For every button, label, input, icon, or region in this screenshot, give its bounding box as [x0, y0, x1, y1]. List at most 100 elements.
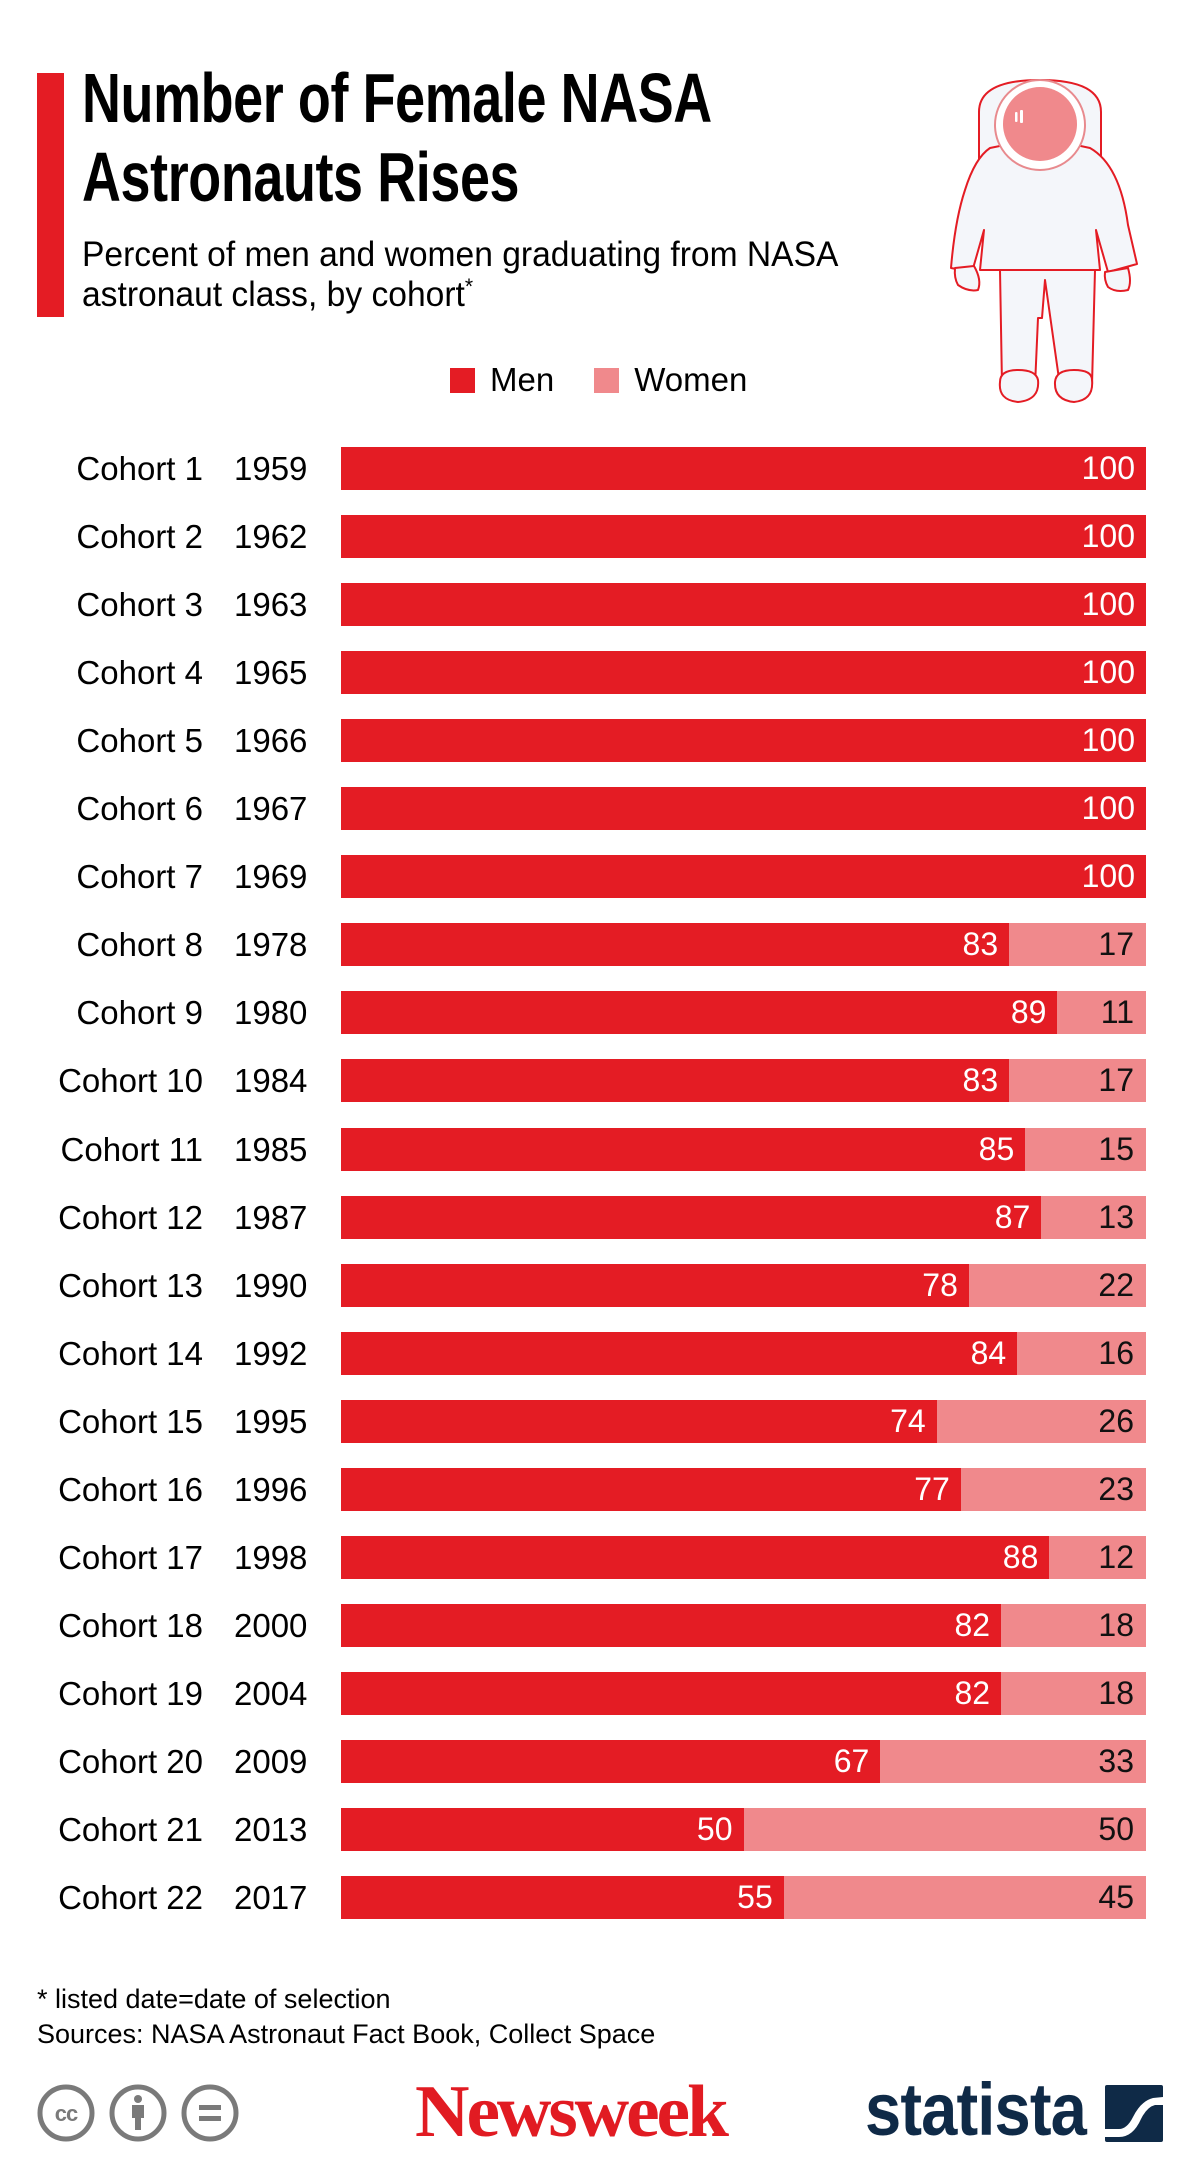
table-row: Cohort 2 1962 100	[0, 515, 1200, 559]
stacked-bar: 85 15	[341, 1127, 1146, 1171]
bar-segment-women[interactable]: 22	[968, 1263, 1146, 1307]
statista-logo-icon[interactable]	[1105, 2085, 1163, 2142]
year-label: 1962	[234, 518, 308, 556]
value-label-women: 17	[1098, 926, 1134, 963]
value-label-men: 67	[833, 1742, 870, 1779]
cc-icon[interactable]: cc	[37, 2084, 95, 2142]
bar-segment-men[interactable]: 87	[341, 1195, 1042, 1239]
value-label-women: 12	[1098, 1538, 1134, 1575]
table-row: Cohort 18 2000 82 18	[0, 1603, 1200, 1647]
value-label-men: 82	[954, 1606, 991, 1643]
year-label: 1959	[234, 450, 308, 487]
table-row: Cohort 9 1980 89 11	[0, 991, 1200, 1035]
cohort-label: Cohort 9	[76, 994, 203, 1032]
bar-segment-men[interactable]: 88	[341, 1535, 1050, 1579]
bar-segment-men[interactable]: 78	[341, 1263, 969, 1307]
bar-segment-women[interactable]: 15	[1025, 1127, 1146, 1171]
bar-segment-men[interactable]: 100	[341, 855, 1146, 899]
bar-segment-women[interactable]: 45	[783, 1876, 1146, 1920]
bar-segment-men[interactable]: 100	[341, 447, 1146, 490]
year-label: 1966	[234, 722, 308, 760]
bar-segment-men[interactable]: 83	[341, 1059, 1010, 1103]
table-row: Cohort 3 1963 100	[0, 583, 1200, 627]
bar-segment-women[interactable]: 12	[1049, 1535, 1146, 1579]
cohort-label: Cohort 20	[58, 1742, 203, 1780]
cohort-label: Cohort 10	[58, 1062, 203, 1100]
footnote-sources: Sources: NASA Astronaut Fact Book, Colle…	[37, 2019, 656, 2049]
statista-wordmark[interactable]: statista	[865, 2068, 1087, 2151]
no-derivatives-icon[interactable]	[181, 2084, 239, 2142]
value-label-men: 82	[954, 1674, 991, 1711]
bar-segment-women[interactable]: 50	[743, 1808, 1146, 1851]
table-row: Cohort 14 1992 84 16	[0, 1331, 1200, 1375]
bar-segment-men[interactable]: 83	[341, 923, 1010, 967]
stacked-bar: 67 33	[341, 1739, 1146, 1783]
bar-segment-men[interactable]: 82	[341, 1603, 1002, 1647]
value-label-women: 18	[1098, 1606, 1134, 1643]
bar-segment-men[interactable]: 100	[341, 787, 1146, 831]
value-label-men: 100	[1081, 790, 1135, 827]
bar-segment-men[interactable]: 100	[341, 651, 1146, 695]
bar-segment-women[interactable]: 17	[1009, 1059, 1146, 1103]
value-label-men: 89	[1010, 994, 1047, 1031]
table-row: Cohort 21 2013 50 50	[0, 1808, 1200, 1851]
cohort-label: Cohort 8	[76, 926, 203, 964]
bar-segment-men[interactable]: 67	[341, 1739, 881, 1783]
bar-segment-women[interactable]: 26	[936, 1399, 1146, 1443]
cohort-label: Cohort 1	[76, 450, 203, 487]
cohort-label: Cohort 17	[58, 1538, 203, 1576]
bar-segment-men[interactable]: 100	[341, 515, 1146, 559]
bar-segment-men[interactable]: 89	[341, 991, 1058, 1035]
footnote-date: * listed date=date of selection	[37, 1984, 391, 2014]
bar-segment-men[interactable]: 77	[341, 1467, 961, 1511]
table-row: Cohort 12 1987 87 13	[0, 1195, 1200, 1239]
stacked-bar: 77 23	[341, 1467, 1146, 1511]
bar-segment-women[interactable]: 18	[1001, 1671, 1146, 1715]
table-row: Cohort 22 2017 55 45	[0, 1876, 1200, 1920]
value-label-men: 100	[1081, 654, 1135, 691]
stacked-bar: 100	[341, 719, 1146, 763]
bar-segment-women[interactable]: 18	[1001, 1603, 1146, 1647]
stacked-bar: 55 45	[341, 1876, 1146, 1920]
year-label: 1998	[234, 1538, 308, 1576]
bar-segment-women[interactable]: 11	[1057, 991, 1146, 1035]
attribution-icon[interactable]	[109, 2084, 167, 2142]
value-label-women: 45	[1098, 1879, 1134, 1916]
bar-segment-women[interactable]: 16	[1017, 1331, 1146, 1375]
legend-swatch-men	[450, 367, 475, 393]
bar-segment-men[interactable]: 55	[341, 1876, 784, 1920]
year-label: 1985	[234, 1130, 308, 1168]
table-row: Cohort 8 1978 83 17	[0, 923, 1200, 967]
value-label-women: 11	[1100, 994, 1134, 1031]
license-icons: cc	[37, 2084, 253, 2142]
stacked-bar: 78 22	[341, 1263, 1146, 1307]
table-row: Cohort 4 1965 100	[0, 651, 1200, 695]
bar-segment-men[interactable]: 100	[341, 583, 1146, 627]
bar-segment-women[interactable]: 23	[960, 1467, 1146, 1511]
year-label: 1969	[234, 858, 308, 896]
value-label-women: 17	[1098, 1062, 1134, 1099]
newsweek-logo[interactable]: Newsweek	[415, 2071, 729, 2153]
value-label-women: 18	[1098, 1674, 1134, 1711]
cohort-label: Cohort 16	[58, 1470, 203, 1508]
stacked-bar: 87 13	[341, 1195, 1146, 1239]
bar-segment-women[interactable]: 33	[880, 1739, 1146, 1783]
table-row: Cohort 20 2009 67 33	[0, 1739, 1200, 1783]
table-row: Cohort 15 1995 74 26	[0, 1399, 1200, 1443]
value-label-women: 16	[1098, 1334, 1134, 1371]
bar-segment-men[interactable]: 84	[341, 1331, 1018, 1375]
bar-segment-men[interactable]: 100	[341, 719, 1146, 763]
value-label-men: 100	[1081, 586, 1135, 623]
bar-segment-men[interactable]: 74	[341, 1399, 937, 1443]
stacked-bar: 83 17	[341, 923, 1146, 967]
stacked-bar: 100	[341, 583, 1146, 627]
value-label-men: 100	[1081, 518, 1135, 555]
cohort-label: Cohort 12	[58, 1198, 203, 1236]
bar-segment-men[interactable]: 85	[341, 1127, 1026, 1171]
bar-segment-women[interactable]: 13	[1041, 1195, 1146, 1239]
table-row: Cohort 11 1985 85 15	[0, 1127, 1200, 1171]
bar-segment-men[interactable]: 50	[341, 1808, 744, 1851]
cohort-label: Cohort 18	[58, 1606, 203, 1644]
bar-segment-men[interactable]: 82	[341, 1671, 1002, 1715]
bar-segment-women[interactable]: 17	[1009, 923, 1146, 967]
